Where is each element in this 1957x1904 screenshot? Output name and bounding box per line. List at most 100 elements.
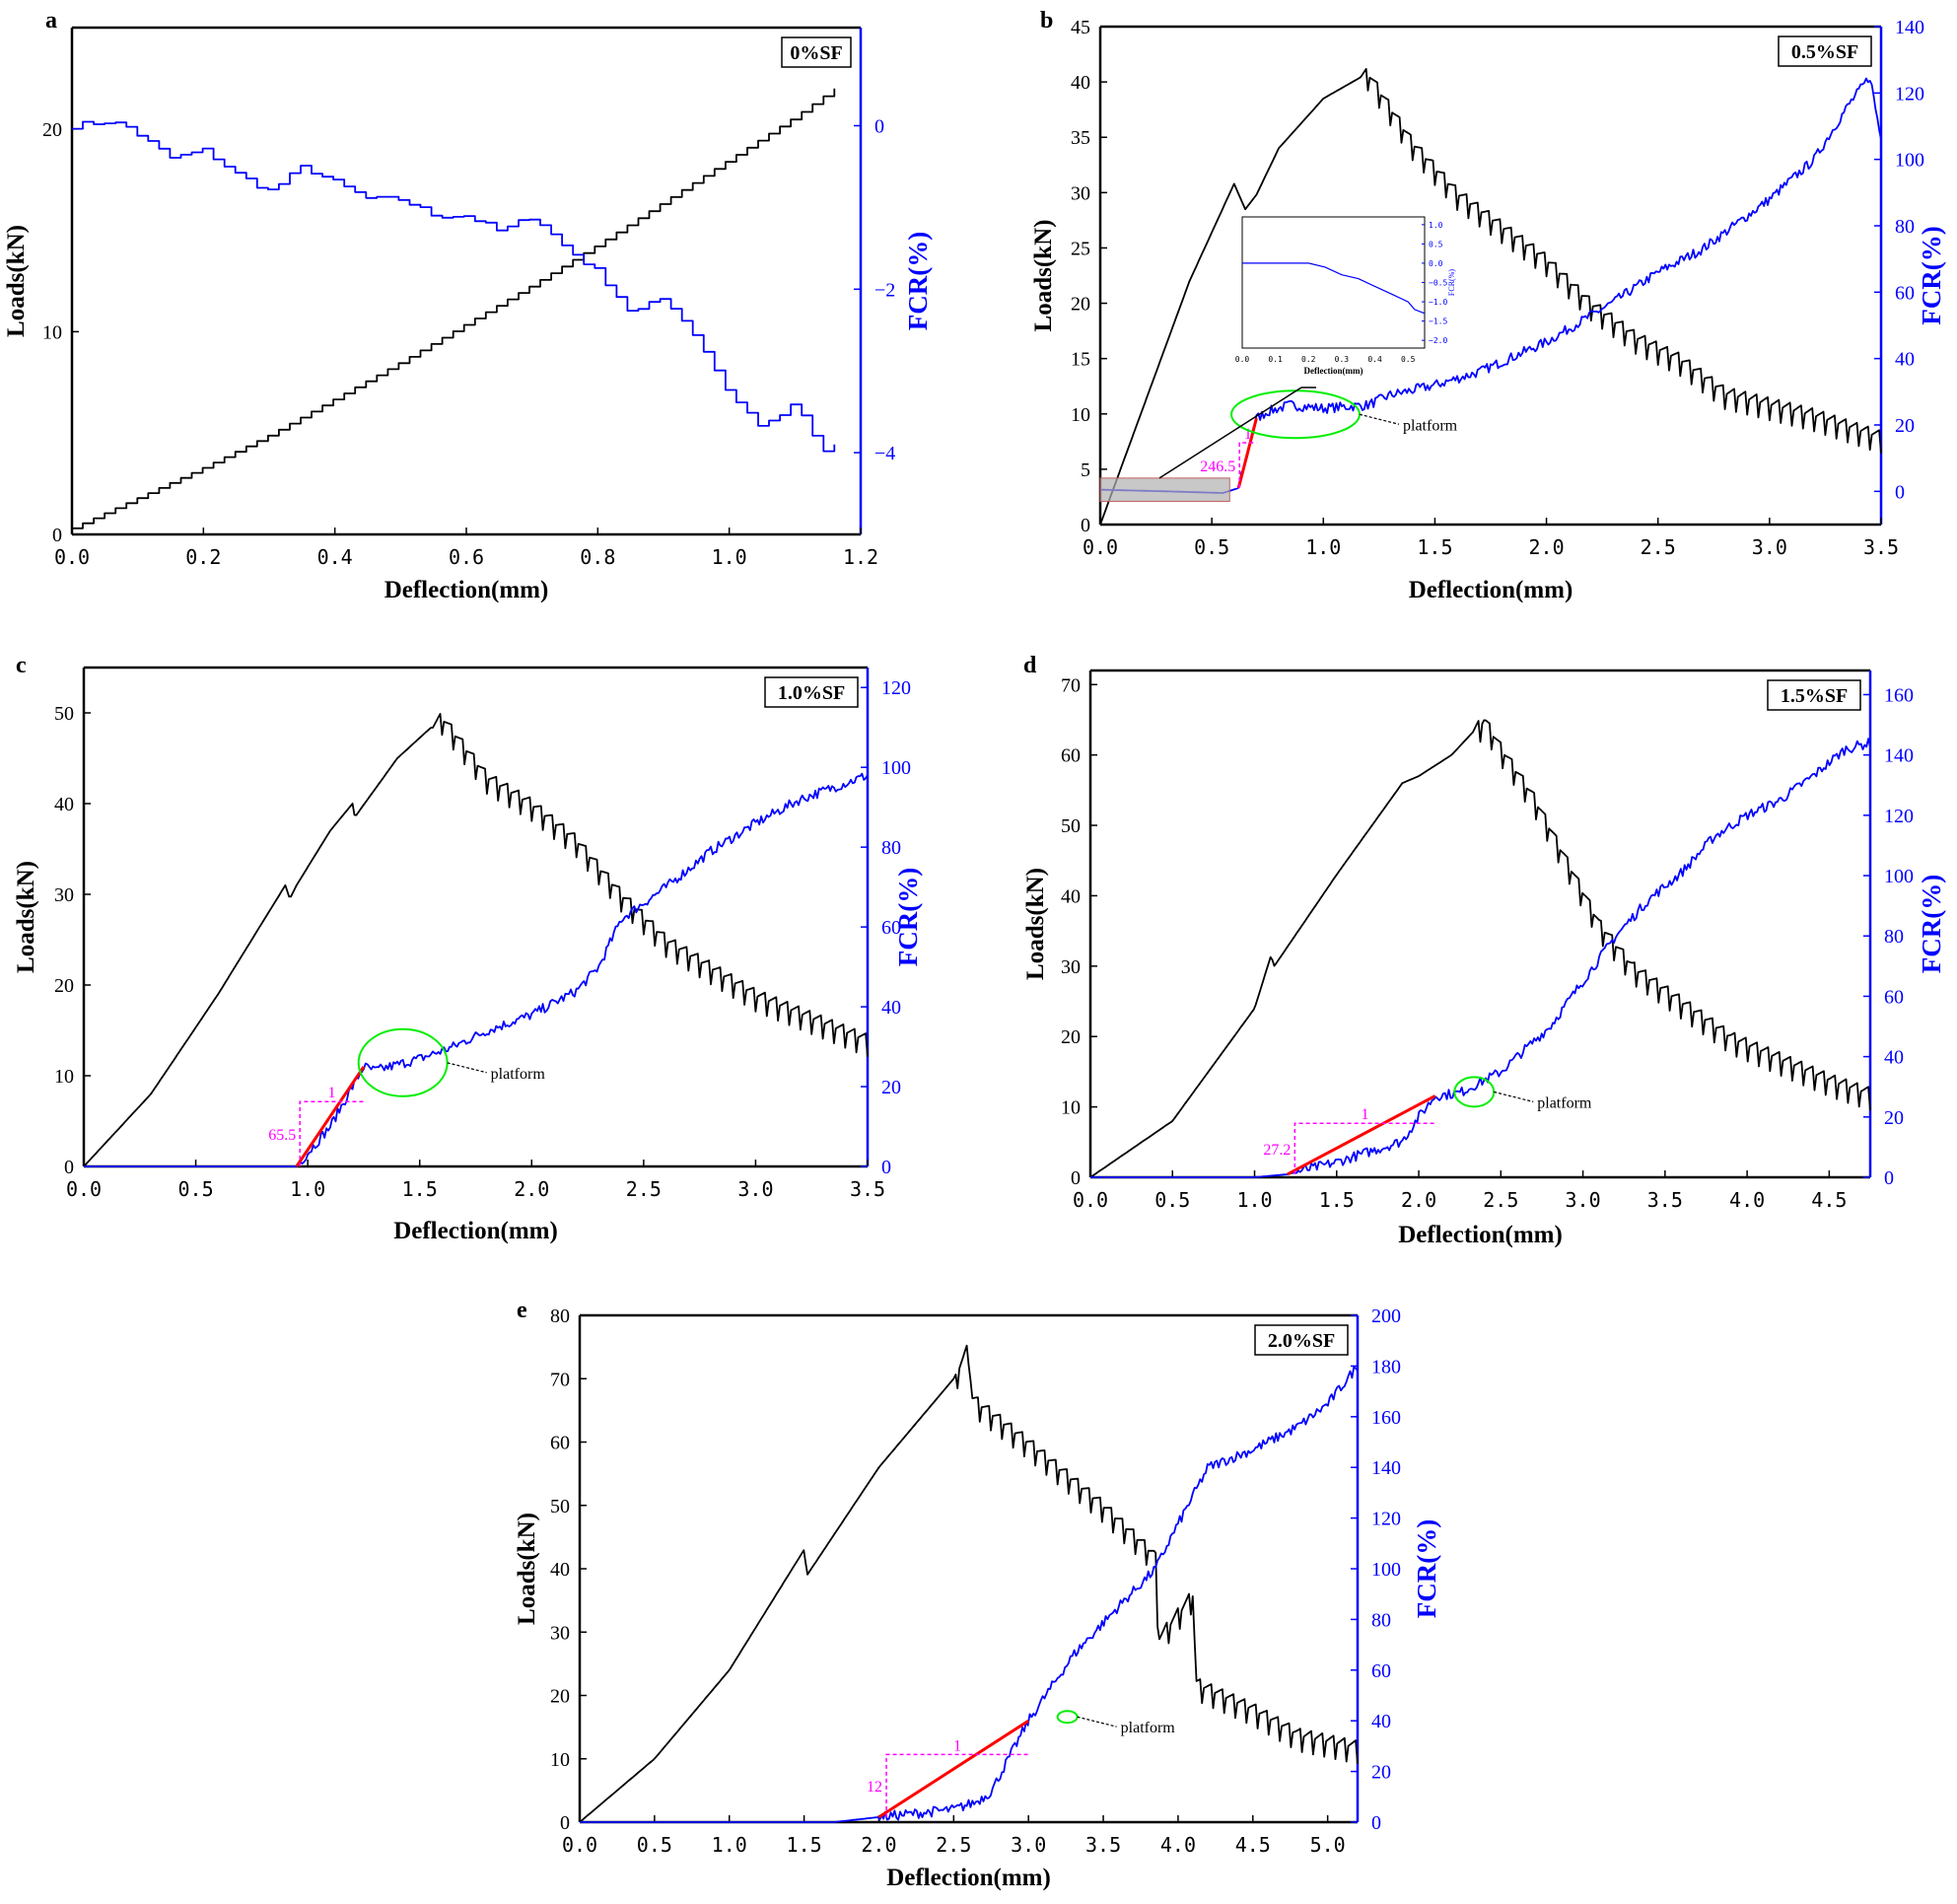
left-y-tick-label: 20	[550, 1686, 570, 1708]
right-y-tick-label: 80	[1371, 1609, 1391, 1631]
x-tick-label: 1.5	[787, 1833, 822, 1857]
left-y-tick-label: 45	[1071, 17, 1090, 38]
left-y-axis-label: Loads(kN)	[514, 1513, 540, 1625]
right-y-tick-label: 0	[874, 115, 884, 137]
right-y-axis-label: FCR(%)	[903, 232, 933, 330]
panel-label: e	[517, 1298, 527, 1323]
x-tick-label: 2.5	[936, 1833, 971, 1857]
x-tick-label: 2.0	[514, 1177, 549, 1201]
right-y-tick-label: 140	[1884, 745, 1914, 767]
left-y-tick-label: 0	[560, 1812, 570, 1834]
x-tick-label: 2.5	[1483, 1188, 1518, 1212]
left-y-tick-label: 50	[550, 1496, 570, 1517]
legend-label: 1.5%SF	[1781, 685, 1848, 707]
x-tick-label: 1.2	[843, 545, 878, 569]
inset-chart: 0.0 0.1 0.2 0.3 0.4 0.5 1.0 0.5 0.0 −0.5 −1.0 −1.5 −…	[1235, 216, 1456, 376]
left-y-tick-label: 20	[1071, 294, 1090, 316]
right-y-axis-label: FCR(%)	[1412, 1519, 1441, 1618]
left-y-tick-label: 40	[1061, 885, 1081, 907]
x-tick-label: 3.0	[1566, 1188, 1601, 1212]
right-y-tick-label: 160	[1371, 1407, 1401, 1429]
x-tick-label: 4.0	[1160, 1833, 1196, 1857]
left-y-tick-label: 0	[1081, 515, 1090, 536]
x-tick-label: 0.6	[449, 545, 484, 569]
left-y-tick-label: 60	[1061, 745, 1081, 767]
right-y-tick-label: 140	[1895, 17, 1924, 38]
left-y-tick-label: 60	[550, 1433, 570, 1454]
right-y-tick-label: 200	[1371, 1305, 1401, 1327]
left-y-tick-label: 80	[550, 1305, 570, 1327]
x-tick-label: 0.4	[317, 545, 353, 569]
x-axis-label: Deflection(mm)	[384, 577, 549, 603]
inset-x-tick-label: 0.0	[1235, 355, 1250, 364]
chart-panel-c: 0.0 0.5 1.0 1.5 2.0 2.5 3.0 3.50102030405002040…	[13, 653, 923, 1244]
x-tick-label: 2.5	[1641, 535, 1676, 559]
inset-x-tick-label: 0.5	[1401, 355, 1416, 364]
x-tick-label: 2.0	[1529, 535, 1565, 559]
linear-fit-line	[1236, 417, 1258, 489]
left-y-tick-label: 40	[550, 1559, 570, 1581]
right-y-tick-label: 100	[1371, 1559, 1401, 1581]
right-y-tick-label: 120	[1371, 1509, 1401, 1530]
left-y-tick-label: 30	[54, 884, 74, 906]
left-y-tick-label: 20	[42, 119, 62, 141]
inset-y-axis-label: FCR(%)	[1447, 269, 1456, 296]
fcr-series-line	[1090, 738, 1871, 1178]
right-y-tick-label: 80	[1884, 926, 1904, 948]
legend-box	[1254, 1324, 1349, 1356]
fcr-series-line	[84, 772, 869, 1167]
linear-fit-line	[1287, 1094, 1436, 1176]
fcr-series-line	[1099, 77, 1882, 494]
legend-box	[764, 676, 859, 708]
left-y-tick-label: 40	[54, 794, 74, 815]
left-y-tick-label: 10	[550, 1749, 570, 1771]
platform-label: platform	[1121, 1720, 1176, 1736]
x-tick-label: 3.5	[1647, 1188, 1683, 1212]
platform-label: platform	[491, 1066, 546, 1083]
x-tick-label: 3.0	[1011, 1833, 1046, 1857]
inset-x-tick-label: 0.2	[1301, 355, 1316, 364]
inset-x-tick-label: 0.4	[1367, 355, 1382, 364]
x-tick-label: 1.0	[712, 545, 747, 569]
inset-y-tick-label: −2.0	[1429, 336, 1447, 345]
x-tick-label: 1.5	[1319, 1188, 1355, 1212]
inset-y-tick-label: −1.0	[1429, 298, 1447, 307]
x-tick-label: 0.0	[54, 545, 90, 569]
left-y-tick-label: 0	[52, 525, 62, 546]
right-y-tick-label: 40	[1895, 349, 1915, 371]
legend-label: 0%SF	[790, 42, 842, 64]
fcr-series-line	[72, 120, 836, 453]
right-y-tick-label: 0	[1371, 1812, 1381, 1834]
right-y-tick-label: 40	[1884, 1047, 1904, 1069]
x-tick-label: 0.2	[185, 545, 221, 569]
left-y-tick-label: 70	[550, 1369, 570, 1390]
fcr-series-line	[580, 1366, 1359, 1823]
right-y-tick-label: 120	[1895, 83, 1924, 105]
left-y-tick-label: 20	[54, 975, 74, 997]
x-tick-label: 3.5	[1863, 535, 1899, 559]
x-tick-label: 0.8	[580, 545, 615, 569]
x-axis-label: Deflection(mm)	[393, 1218, 558, 1244]
left-y-tick-label: 0	[64, 1157, 74, 1178]
slope-run-label: 1	[328, 1085, 336, 1101]
legend-label: 1.0%SF	[778, 682, 845, 704]
platform-arrow	[1077, 1716, 1117, 1728]
left-y-axis-label: Loads(kN)	[1022, 868, 1049, 980]
slope-triangle	[1238, 442, 1257, 488]
right-y-tick-label: 180	[1371, 1356, 1401, 1377]
right-y-axis-label: FCR(%)	[1917, 226, 1946, 324]
platform-ellipse	[1056, 1710, 1079, 1725]
x-tick-label: 3.5	[1085, 1833, 1121, 1857]
left-y-tick-label: 10	[42, 321, 62, 343]
right-y-tick-label: 0	[1884, 1167, 1894, 1189]
right-y-tick-label: 100	[881, 757, 911, 779]
left-y-tick-label: 0	[1071, 1167, 1081, 1189]
x-tick-label: 2.5	[626, 1177, 662, 1201]
inset-connector-line	[1158, 387, 1302, 479]
left-y-axis-label: Loads(kN)	[13, 861, 39, 973]
left-y-axis-label: Loads(kN)	[1030, 220, 1057, 332]
slope-value-label: 27.2	[1263, 1142, 1291, 1159]
x-tick-label: 2.0	[1401, 1188, 1436, 1212]
x-tick-label: 0.5	[178, 1177, 214, 1201]
